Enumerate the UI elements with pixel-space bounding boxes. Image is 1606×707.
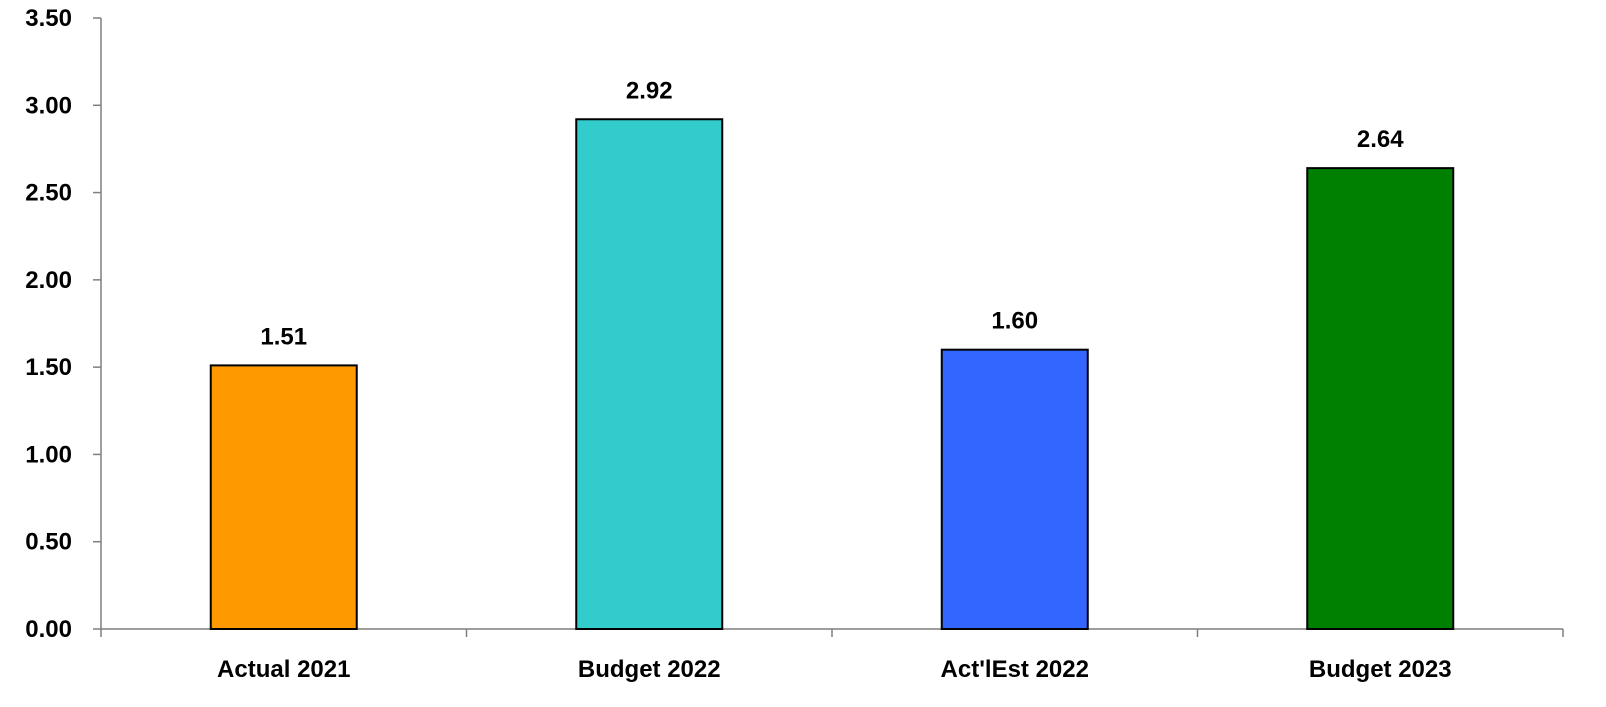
bar-value-label: 1.60 — [991, 308, 1038, 335]
y-tick-label: 3.50 — [25, 5, 72, 32]
y-tick-label: 1.50 — [25, 354, 72, 381]
bar — [1306, 167, 1455, 630]
x-category-label: Act'lEst 2022 — [941, 656, 1089, 683]
bar — [209, 364, 358, 630]
y-tick-label: 0.50 — [25, 529, 72, 556]
y-tick-label: 3.00 — [25, 92, 72, 119]
y-tick-label: 2.50 — [25, 180, 72, 207]
x-category-label: Budget 2022 — [578, 656, 721, 683]
bar-value-label: 2.64 — [1357, 126, 1404, 153]
y-tick-label: 1.00 — [25, 441, 72, 468]
y-tick-label: 0.00 — [25, 616, 72, 643]
x-axis: Actual 2021 Budget 2022 Act'lEst 2022 Budge… — [100, 628, 1564, 683]
x-category-label: Budget 2023 — [1309, 656, 1452, 683]
y-axis: 0.00 0.50 1.00 1.50 2.00 2.50 3.00 3.50 — [25, 5, 102, 643]
bar-value-label: 2.92 — [626, 77, 673, 104]
y-tick-label: 2.00 — [25, 267, 72, 294]
data-labels: 1.51 2.92 1.60 2.64 — [260, 77, 1404, 350]
bar — [575, 118, 724, 630]
bar-value-label: 1.51 — [260, 323, 307, 350]
x-category-label: Actual 2021 — [217, 656, 350, 683]
bars — [209, 118, 1455, 630]
bar — [940, 348, 1089, 630]
